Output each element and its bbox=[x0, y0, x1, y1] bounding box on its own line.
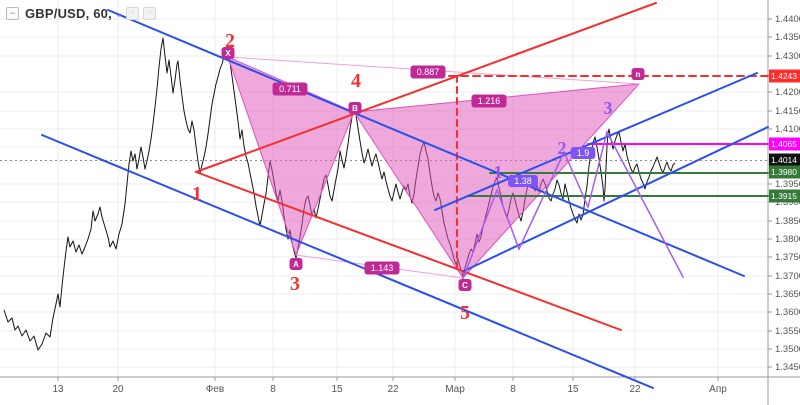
axis-price-label: 1.4243 bbox=[771, 71, 797, 81]
y-axis-tick-label: 1.4350 bbox=[775, 32, 800, 43]
time-axis[interactable] bbox=[0, 377, 800, 405]
pattern-point-label: A bbox=[293, 260, 299, 269]
y-axis-tick-label: 1.4150 bbox=[775, 106, 800, 117]
y-axis-tick-label: 1.3700 bbox=[775, 271, 800, 282]
y-axis-tick-label: 1.3950 bbox=[775, 179, 800, 190]
x-axis-tick-label: Апр bbox=[709, 384, 727, 395]
pattern-point-label: C bbox=[462, 281, 468, 290]
blue-trendline-ascending-upper[interactable] bbox=[434, 72, 758, 211]
x-axis-tick-label: 15 bbox=[567, 384, 579, 395]
y-axis-tick-label: 1.4100 bbox=[775, 124, 800, 135]
y-axis-tick-label: 1.4400 bbox=[775, 14, 800, 25]
y-axis-tick-label: 1.3550 bbox=[775, 326, 800, 337]
chart-legend: − GBP/USD, 60, ⌄ ◦ ◦ bbox=[6, 5, 157, 21]
elliott-wave-number-red[interactable]: 2 bbox=[225, 30, 235, 52]
legend-collapse-icon[interactable]: − bbox=[6, 6, 19, 20]
elliott-wave-number-red[interactable]: 4 bbox=[351, 70, 361, 92]
pattern-ratio-label-box[interactable] bbox=[272, 82, 308, 96]
pattern-point-label: B bbox=[352, 104, 358, 113]
violet-price-tag-box[interactable] bbox=[508, 175, 538, 187]
x-axis-tick-label: 22 bbox=[387, 384, 399, 395]
x-axis-tick-label: 22 bbox=[629, 384, 641, 395]
pattern-point-label: X bbox=[225, 49, 231, 58]
legend-eye-icon[interactable]: ◦ bbox=[126, 6, 140, 20]
purple-elliott-zigzag[interactable] bbox=[463, 129, 684, 278]
x-axis-tick-label: 8 bbox=[270, 384, 276, 395]
violet-price-tag-box[interactable] bbox=[570, 147, 596, 159]
pattern-ratio-label: 0.887 bbox=[417, 67, 440, 77]
pattern-point-label-box[interactable] bbox=[458, 279, 472, 291]
x-axis-tick-label: Фев bbox=[206, 384, 224, 395]
x-axis-tick-label: 20 bbox=[112, 384, 124, 395]
violet-price-tag: 1.9 bbox=[577, 148, 590, 158]
axis-price-label: 1.3980 bbox=[771, 167, 797, 177]
blue-trendline-descending-upper[interactable] bbox=[107, 9, 745, 277]
axis-price-label-box bbox=[769, 189, 800, 203]
pattern-ratio-label: 1.216 bbox=[478, 96, 501, 106]
y-axis-tick-label: 1.3600 bbox=[775, 307, 800, 318]
price-series bbox=[3, 37, 676, 351]
elliott-wave-number-violet[interactable]: 3 bbox=[604, 98, 613, 118]
y-axis-tick-label: 1.3750 bbox=[775, 252, 800, 263]
elliott-wave-number-violet[interactable]: 2 bbox=[558, 138, 567, 158]
symbol-title[interactable]: GBP/USD, 60, bbox=[25, 5, 112, 21]
axis-price-label: 1.4065 bbox=[771, 139, 797, 149]
elliott-wave-number-violet[interactable]: 1 bbox=[494, 162, 503, 182]
pattern-point-label-box[interactable] bbox=[289, 258, 303, 270]
axis-price-label: 1.4014 bbox=[771, 155, 797, 165]
red-trendline-descending[interactable] bbox=[195, 171, 622, 331]
y-axis-tick-label: 1.3450 bbox=[775, 362, 800, 373]
axis-price-label-box bbox=[769, 153, 800, 167]
pattern-point-label-box[interactable] bbox=[631, 68, 645, 80]
legend-settings-icon[interactable]: ◦ bbox=[143, 6, 157, 20]
elliott-wave-number-red[interactable]: 1 bbox=[192, 183, 202, 205]
blue-trendline-ascending-lower[interactable] bbox=[463, 126, 769, 272]
pattern-ratio-label-box[interactable] bbox=[471, 94, 507, 108]
pattern-point-label: n bbox=[636, 70, 641, 79]
y-axis-tick-label: 1.3850 bbox=[775, 216, 800, 227]
y-axis-tick-label: 1.3800 bbox=[775, 234, 800, 245]
y-axis-tick-label: 1.4300 bbox=[775, 51, 800, 62]
pattern-ratio-label-box[interactable] bbox=[410, 65, 446, 79]
axis-price-label-box bbox=[769, 165, 800, 179]
pattern-point-label-box[interactable] bbox=[221, 47, 235, 59]
elliott-wave-number-red[interactable]: 5 bbox=[460, 302, 470, 324]
x-axis-tick-label: 15 bbox=[331, 384, 343, 395]
red-trendline-ascending[interactable] bbox=[195, 2, 657, 173]
y-axis-tick-label: 1.3650 bbox=[775, 289, 800, 300]
x-axis-tick-label: Мар bbox=[445, 384, 465, 395]
pattern-point-label-box[interactable] bbox=[348, 102, 362, 114]
blue-trendline-descending-lower[interactable] bbox=[41, 134, 654, 389]
y-axis-tick-label: 1.3500 bbox=[775, 344, 800, 355]
axis-price-label-box bbox=[769, 69, 800, 83]
pattern-ratio-label: 1.143 bbox=[371, 263, 394, 273]
elliott-wave-number-red[interactable]: 3 bbox=[290, 273, 300, 295]
y-axis-tick-label: 1.4200 bbox=[775, 87, 800, 98]
axis-price-label: 1.3915 bbox=[771, 191, 797, 201]
x-axis-tick-label: 13 bbox=[52, 384, 64, 395]
axis-price-label-box bbox=[769, 137, 800, 151]
pattern-ratio-label: 0.711 bbox=[279, 84, 301, 94]
x-axis-tick-label: 8 bbox=[510, 384, 516, 395]
pattern-ratio-label-box[interactable] bbox=[364, 261, 400, 275]
violet-price-tag: 1.38 bbox=[514, 176, 532, 186]
chevron-down-icon[interactable]: ⌄ bbox=[114, 8, 123, 19]
